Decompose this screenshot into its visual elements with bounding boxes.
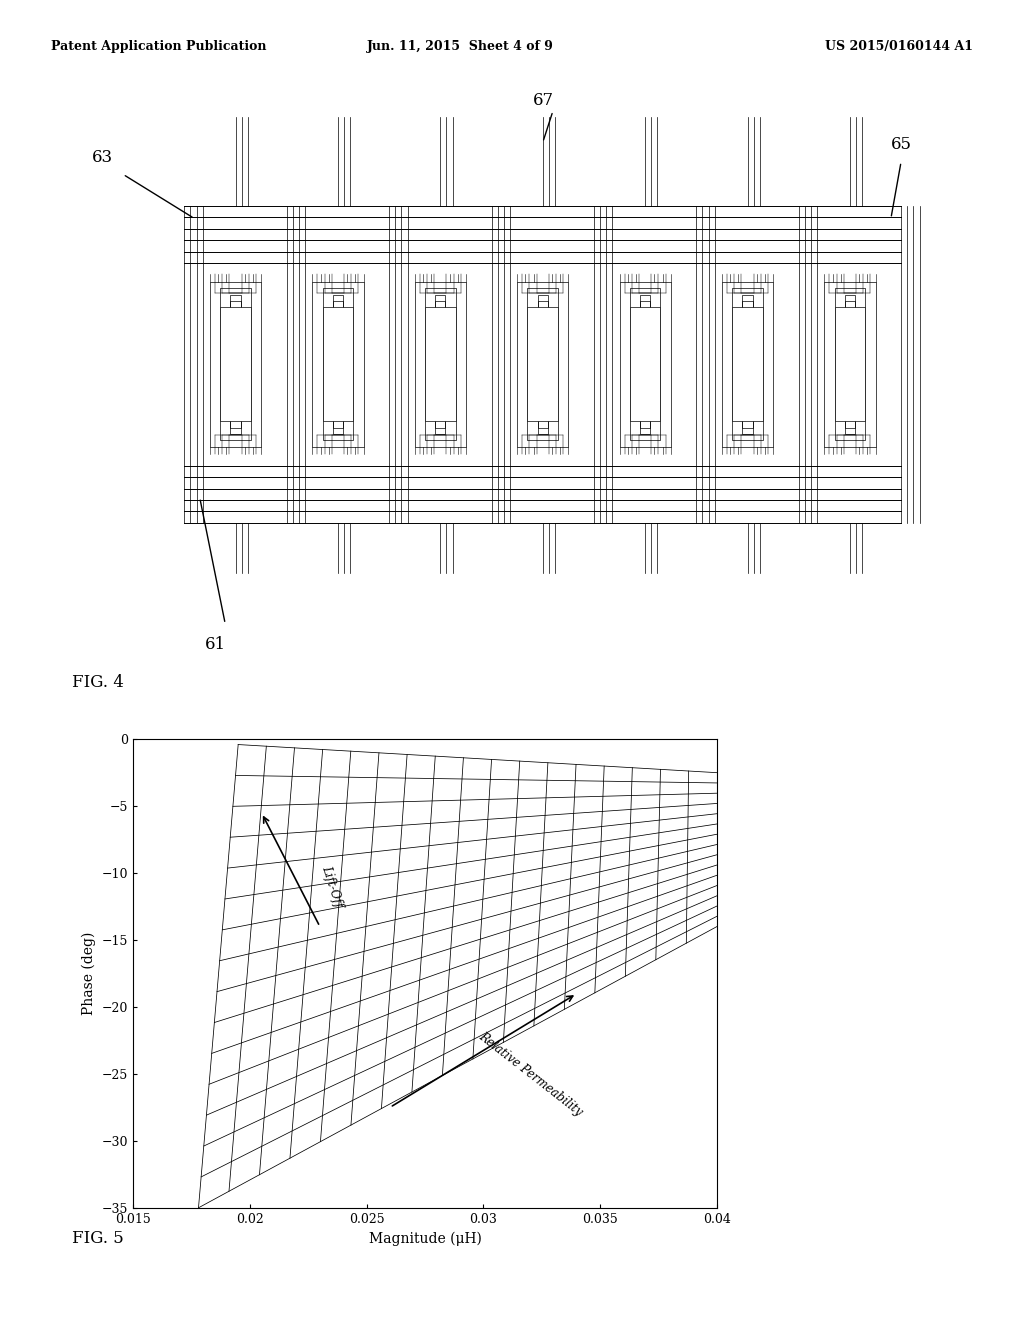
Text: 61: 61 bbox=[205, 636, 226, 653]
Polygon shape bbox=[323, 308, 353, 421]
Text: 65: 65 bbox=[891, 136, 912, 153]
Text: Patent Application Publication: Patent Application Publication bbox=[51, 40, 266, 53]
X-axis label: Magnitude (μH): Magnitude (μH) bbox=[369, 1232, 481, 1246]
Polygon shape bbox=[527, 308, 558, 421]
Y-axis label: Phase (deg): Phase (deg) bbox=[82, 932, 96, 1015]
Text: Lift-Off: Lift-Off bbox=[318, 865, 344, 909]
Text: FIG. 4: FIG. 4 bbox=[72, 675, 124, 692]
Text: US 2015/0160144 A1: US 2015/0160144 A1 bbox=[824, 40, 973, 53]
Text: Relative Permeability: Relative Permeability bbox=[476, 1030, 585, 1118]
Polygon shape bbox=[630, 308, 660, 421]
Polygon shape bbox=[425, 308, 456, 421]
Polygon shape bbox=[835, 308, 865, 421]
Text: FIG. 5: FIG. 5 bbox=[72, 1230, 124, 1247]
Polygon shape bbox=[220, 308, 251, 421]
Text: 63: 63 bbox=[92, 149, 114, 165]
Text: Jun. 11, 2015  Sheet 4 of 9: Jun. 11, 2015 Sheet 4 of 9 bbox=[368, 40, 554, 53]
Polygon shape bbox=[732, 308, 763, 421]
Text: 67: 67 bbox=[532, 91, 554, 108]
